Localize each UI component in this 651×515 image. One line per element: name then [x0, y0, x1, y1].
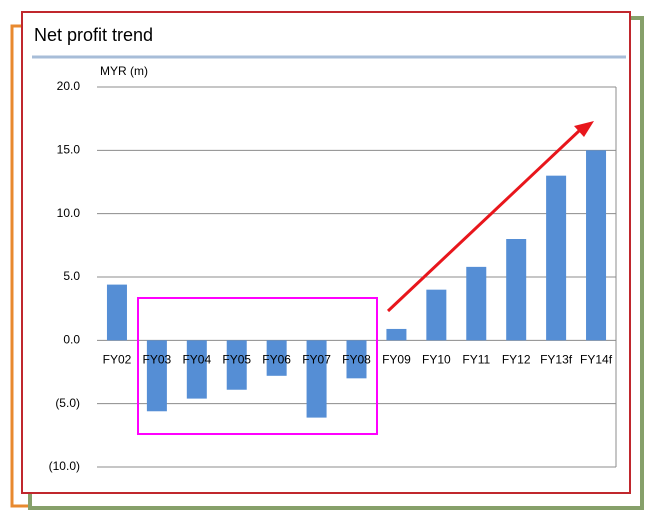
x-tick-label: FY06 [262, 353, 291, 367]
bar [586, 150, 607, 341]
y-tick-label: 10.0 [57, 206, 81, 220]
y-tick-label: (5.0) [55, 396, 80, 410]
bar [386, 328, 407, 341]
arrow-head [574, 121, 594, 137]
x-tick-label: FY09 [382, 353, 411, 367]
bar [266, 340, 287, 376]
bar [226, 340, 247, 390]
chart-title: Net profit trend [34, 25, 153, 45]
x-tick-label: FY12 [502, 353, 531, 367]
bar [346, 340, 367, 379]
x-tick-label: FY08 [342, 353, 371, 367]
y-axis-label: MYR (m) [100, 64, 148, 78]
x-tick-label: FY13f [540, 353, 573, 367]
bar [426, 289, 447, 341]
x-tick-label: FY03 [143, 353, 172, 367]
y-tick-label: 15.0 [57, 143, 81, 157]
bar [466, 266, 487, 341]
x-tick-label: FY10 [422, 353, 451, 367]
x-tick-label: FY14f [580, 353, 613, 367]
x-tick-label: FY11 [462, 353, 490, 367]
x-tick-label: FY07 [302, 353, 331, 367]
bar [186, 340, 207, 399]
y-tick-label: 20.0 [57, 79, 81, 93]
highlight-box [137, 297, 378, 435]
bar [546, 175, 567, 341]
y-tick-label: 0.0 [63, 333, 80, 347]
x-tick-label: FY05 [222, 353, 251, 367]
plot-area: (10.0) (5.0) 0.0 5.0 10.0 15.0 20.0 FY02 FY03 FY0… [49, 79, 617, 473]
bar [506, 239, 527, 341]
main-frame [21, 11, 631, 494]
bar [306, 340, 327, 418]
bar [146, 340, 167, 412]
x-tick-label: FY04 [182, 353, 211, 367]
y-tick-label: 5.0 [63, 269, 80, 283]
y-tick-label: (10.0) [49, 459, 80, 473]
trend-arrow [386, 128, 582, 313]
bar [106, 284, 127, 341]
x-tick-label: FY02 [103, 353, 132, 367]
